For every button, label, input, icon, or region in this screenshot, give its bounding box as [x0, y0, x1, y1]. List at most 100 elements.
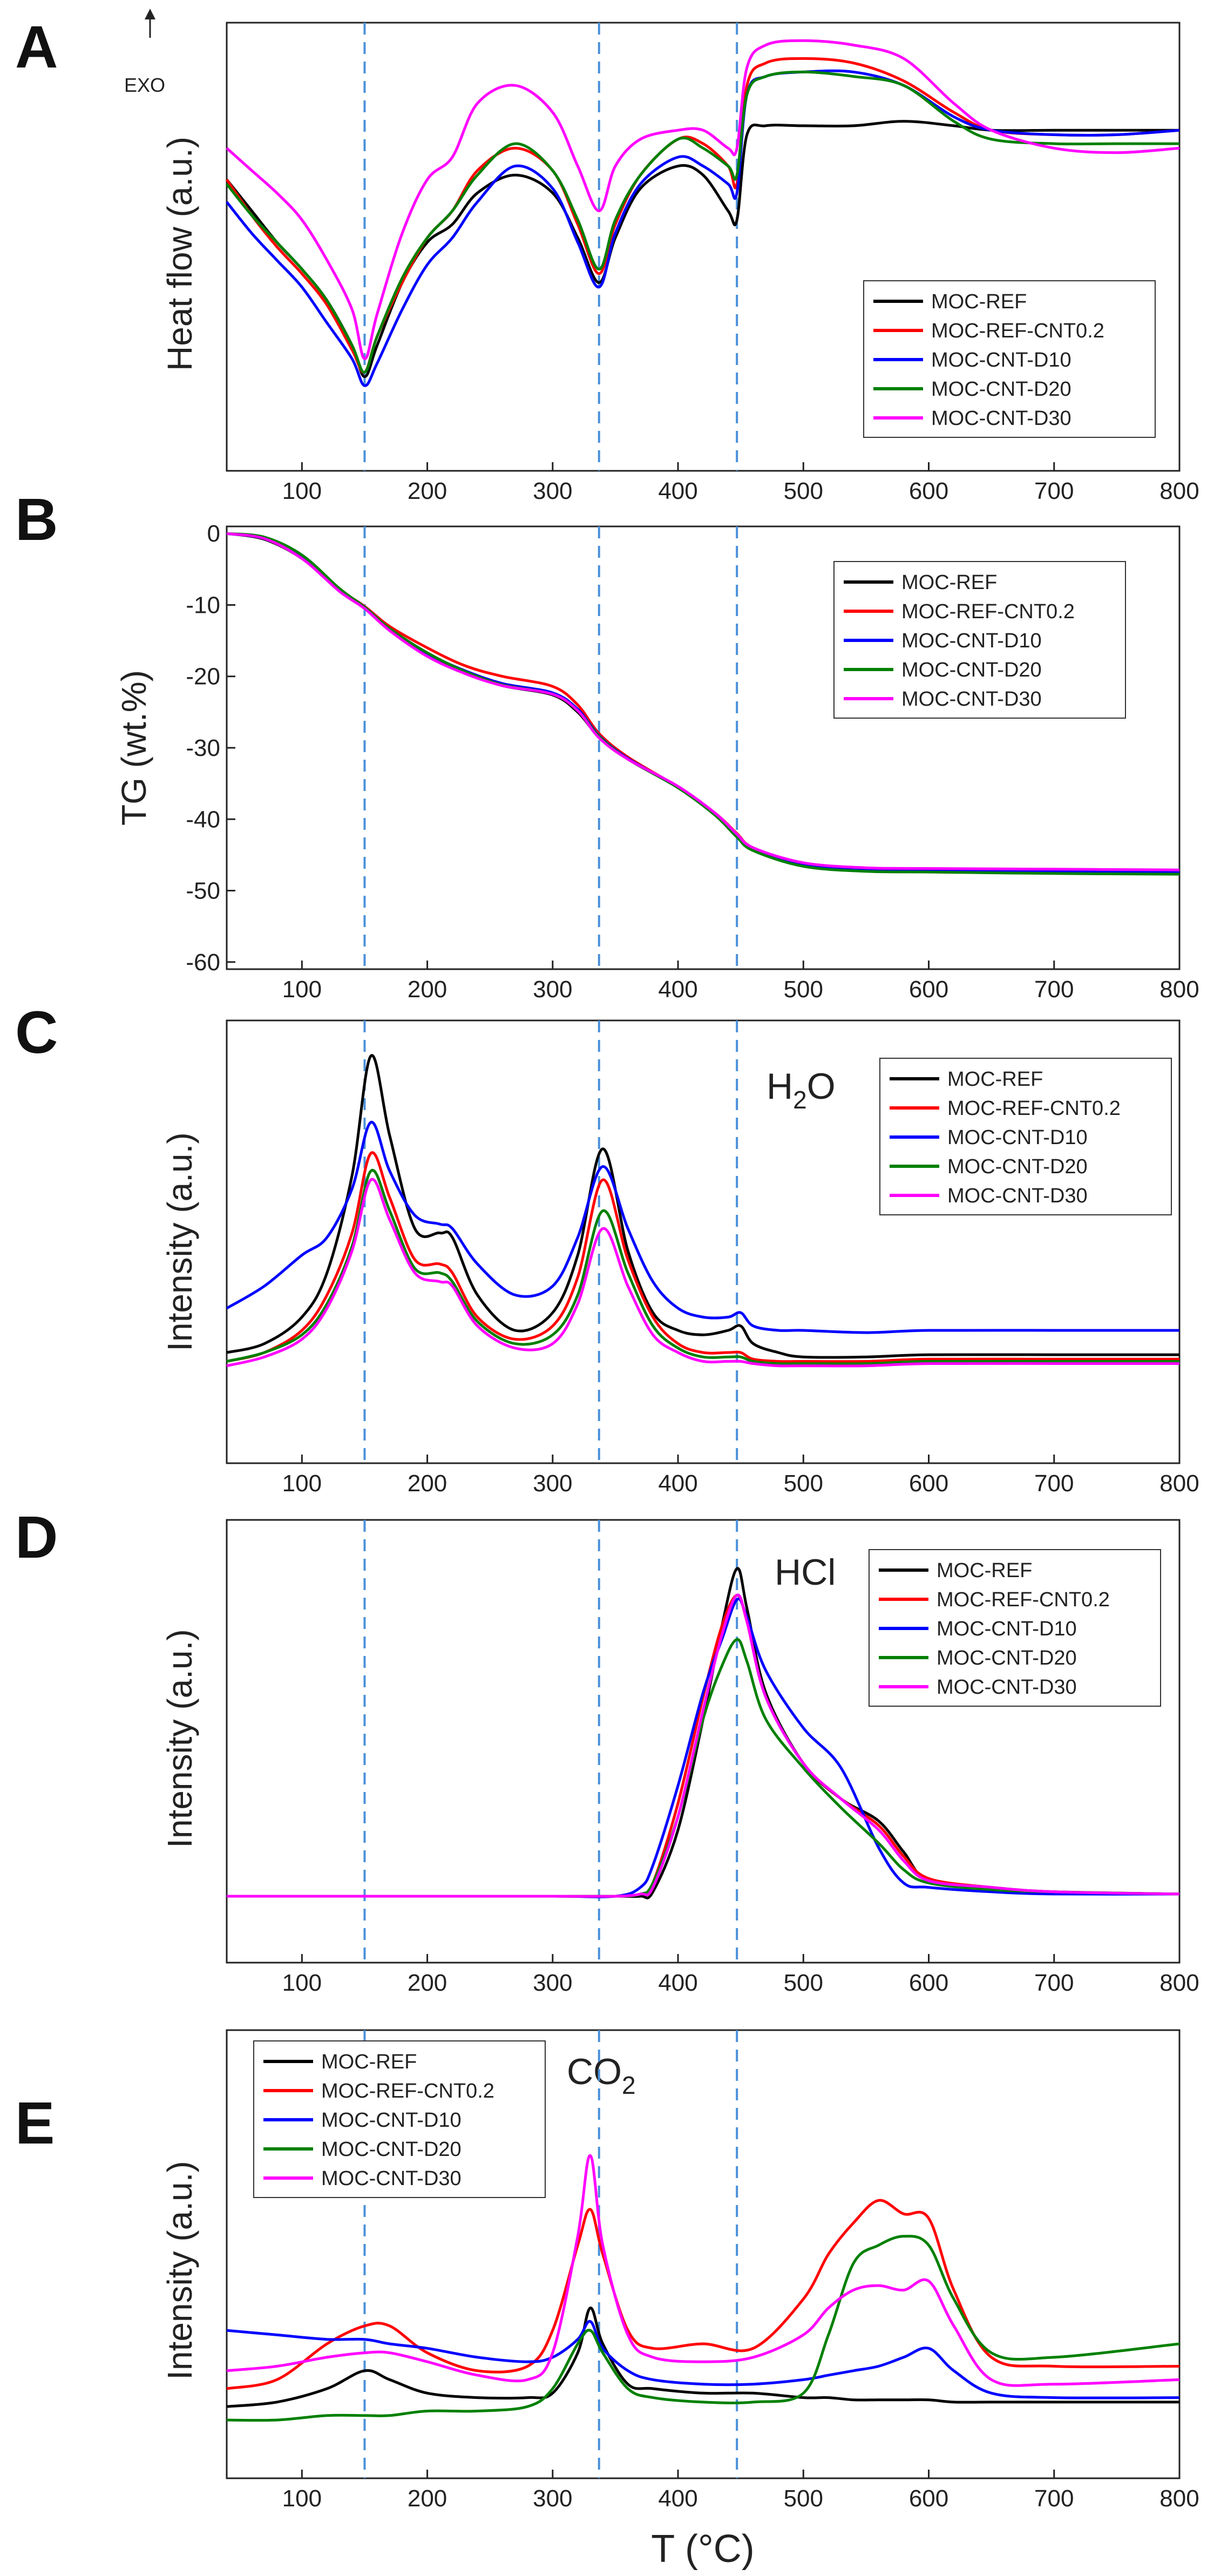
- legend-label-a-0: MOC-REF: [931, 290, 1027, 313]
- x-tick-label-c-500: 500: [784, 1470, 823, 1497]
- series-group-b: [226, 532, 1180, 876]
- x-tick-label-c-100: 100: [282, 1470, 322, 1497]
- legend-label-b-1: MOC-REF-CNT0.2: [901, 600, 1075, 623]
- panel-letter-b: B: [15, 486, 58, 553]
- panel-b: B TG (wt.%) 0 -10 -20 -30 -40 -50 -60 100 200 30…: [15, 486, 1199, 1003]
- x-axis-b: 100 200 300 400 500 600 700 800: [282, 961, 1199, 1003]
- legend-label-d-0: MOC-REF: [937, 1559, 1032, 1582]
- x-tick-label-a-100: 100: [282, 478, 322, 504]
- series-group-a: [225, 39, 1180, 387]
- legend-label-e-0: MOC-REF: [321, 2051, 417, 2073]
- series-line-e-moc-cnt-d20: [226, 2235, 1180, 2422]
- x-tick-label-b-400: 400: [658, 976, 697, 1003]
- reference-lines-c: [363, 1020, 738, 1463]
- x-tick-label-b-200: 200: [408, 976, 447, 1003]
- legend-label-e-3: MOC-CNT-D20: [321, 2138, 462, 2161]
- legend-label-a-3: MOC-CNT-D20: [931, 378, 1071, 401]
- x-tick-label-c-700: 700: [1034, 1470, 1074, 1497]
- x-axis-a: 100 200 300 400 500 600 700 800: [282, 462, 1199, 504]
- y-tick-label-b--50: -50: [186, 878, 220, 904]
- legend-label-a-1: MOC-REF-CNT0.2: [931, 320, 1104, 342]
- y-tick-label-b-0: 0: [207, 520, 220, 547]
- legend-label-e-1: MOC-REF-CNT0.2: [321, 2080, 494, 2102]
- legend-a: MOC-REF MOC-REF-CNT0.2 MOC-CNT-D10 MOC-CNT-…: [863, 280, 1156, 438]
- panel-letter-a: A: [15, 14, 58, 80]
- reference-lines-a: [363, 23, 738, 471]
- legend-d: MOC-REF MOC-REF-CNT0.2 MOC-CNT-D10 MOC-CNT-…: [869, 1549, 1161, 1707]
- x-tick-label-d-500: 500: [784, 1970, 823, 1996]
- y-tick-label-b--30: -30: [186, 735, 220, 761]
- x-tick-label-d-700: 700: [1034, 1970, 1074, 1996]
- legend-c: MOC-REF MOC-REF-CNT0.2 MOC-CNT-D10 MOC-CNT-…: [879, 1058, 1172, 1215]
- x-tick-label-b-700: 700: [1034, 976, 1074, 1003]
- x-axis-label: T (°C): [651, 2527, 754, 2571]
- x-tick-label-a-500: 500: [784, 478, 823, 504]
- legend-e: MOC-REF MOC-REF-CNT0.2 MOC-CNT-D10 MOC-CNT-…: [253, 2040, 546, 2198]
- x-tick-label-e-400: 400: [658, 2485, 697, 2512]
- x-tick-label-e-800: 800: [1159, 2485, 1199, 2512]
- x-tick-label-d-300: 300: [533, 1970, 572, 1996]
- legend-label-e-2: MOC-CNT-D10: [321, 2109, 462, 2132]
- x-tick-label-a-300: 300: [533, 478, 572, 504]
- legend-label-c-4: MOC-CNT-D30: [947, 1185, 1088, 1207]
- x-tick-label-d-800: 800: [1159, 1970, 1199, 1996]
- plot-frame-e: [226, 2029, 1181, 2479]
- series-line-e-moc-ref: [226, 2307, 1179, 2408]
- y-axis-label-e: Intensity (a.u.): [160, 2161, 199, 2380]
- panel-letter-d: D: [15, 1504, 58, 1571]
- x-tick-label-b-600: 600: [909, 976, 948, 1003]
- reference-lines-b: [363, 526, 738, 969]
- x-tick-label-a-600: 600: [909, 478, 948, 504]
- x-tick-label-b-800: 800: [1159, 976, 1199, 1003]
- x-tick-label-e-200: 200: [408, 2485, 447, 2512]
- x-tick-label-a-400: 400: [658, 478, 697, 504]
- plot-frame-c: [226, 1019, 1181, 1464]
- series-line-e-moc-cnt-d30: [226, 2154, 1180, 2387]
- legend-label-d-1: MOC-REF-CNT0.2: [937, 1588, 1110, 1611]
- legend-label-c-2: MOC-CNT-D10: [947, 1126, 1088, 1149]
- x-tick-label-c-800: 800: [1159, 1470, 1199, 1497]
- x-axis-c: 100 200 300 400 500 600 700 800: [282, 1455, 1199, 1497]
- y-tick-label-b--40: -40: [186, 806, 220, 833]
- series-group-c: [226, 1054, 1179, 1368]
- x-tick-label-e-700: 700: [1034, 2485, 1074, 2512]
- y-axis-label-b: TG (wt.%): [114, 670, 153, 826]
- exo-arrowhead-icon: [145, 9, 155, 19]
- legend-label-a-2: MOC-CNT-D10: [931, 349, 1071, 371]
- reference-lines-d: [363, 1520, 738, 1963]
- series-line-e-moc-cnt-d10: [226, 2320, 1180, 2399]
- legend-label-c-1: MOC-REF-CNT0.2: [947, 1097, 1121, 1120]
- legend-label-d-4: MOC-CNT-D30: [937, 1676, 1077, 1699]
- series-group-e: [226, 2154, 1180, 2422]
- legend-label-d-3: MOC-CNT-D20: [937, 1647, 1077, 1669]
- x-tick-label-c-200: 200: [408, 1470, 447, 1497]
- series-line-c-moc-cnt-d20: [226, 1168, 1179, 1365]
- x-tick-label-d-400: 400: [658, 1970, 697, 1996]
- series-line-d-moc-cnt-d30: [227, 1593, 1180, 1898]
- y-axis-label-c: Intensity (a.u.): [160, 1132, 199, 1351]
- legend-label-b-3: MOC-CNT-D20: [901, 659, 1042, 681]
- y-axis-label-d: Intensity (a.u.): [160, 1629, 199, 1848]
- legend-label-e-4: MOC-CNT-D30: [321, 2167, 462, 2190]
- series-group-d: [227, 1567, 1180, 1899]
- legend-b: MOC-REF MOC-REF-CNT0.2 MOC-CNT-D10 MOC-CNT-…: [833, 561, 1126, 719]
- panel-d: D Intensity (a.u.) HCl 100 200 300 400 500 60…: [15, 1504, 1199, 1996]
- x-tick-label-c-600: 600: [909, 1470, 948, 1497]
- panel-letter-c: C: [15, 999, 58, 1066]
- series-line-c-moc-cnt-d10: [226, 1121, 1179, 1334]
- plot-frame-a: [226, 22, 1181, 472]
- x-tick-label-c-300: 300: [533, 1470, 572, 1497]
- series-line-e-moc-ref-cnt0.2: [226, 2199, 1180, 2390]
- x-tick-label-e-100: 100: [282, 2485, 322, 2512]
- x-tick-label-e-600: 600: [909, 2485, 948, 2512]
- legend-label-b-0: MOC-REF: [901, 571, 997, 594]
- panel-a: A EXO Heat flow (a.u.) 100 200 300 400 500 60…: [15, 9, 1199, 504]
- panel-letter-e: E: [15, 2090, 55, 2156]
- x-axis-d: 100 200 300 400 500 600 700 800: [282, 1954, 1199, 1996]
- x-tick-label-e-500: 500: [784, 2485, 823, 2512]
- plot-frame-d: [226, 1519, 1181, 1964]
- series-line-c-moc-ref: [226, 1054, 1179, 1359]
- panel-c: C Intensity (a.u.) H2O 100 200 300 400 500 60…: [15, 999, 1199, 1497]
- y-tick-label-b--60: -60: [186, 949, 220, 976]
